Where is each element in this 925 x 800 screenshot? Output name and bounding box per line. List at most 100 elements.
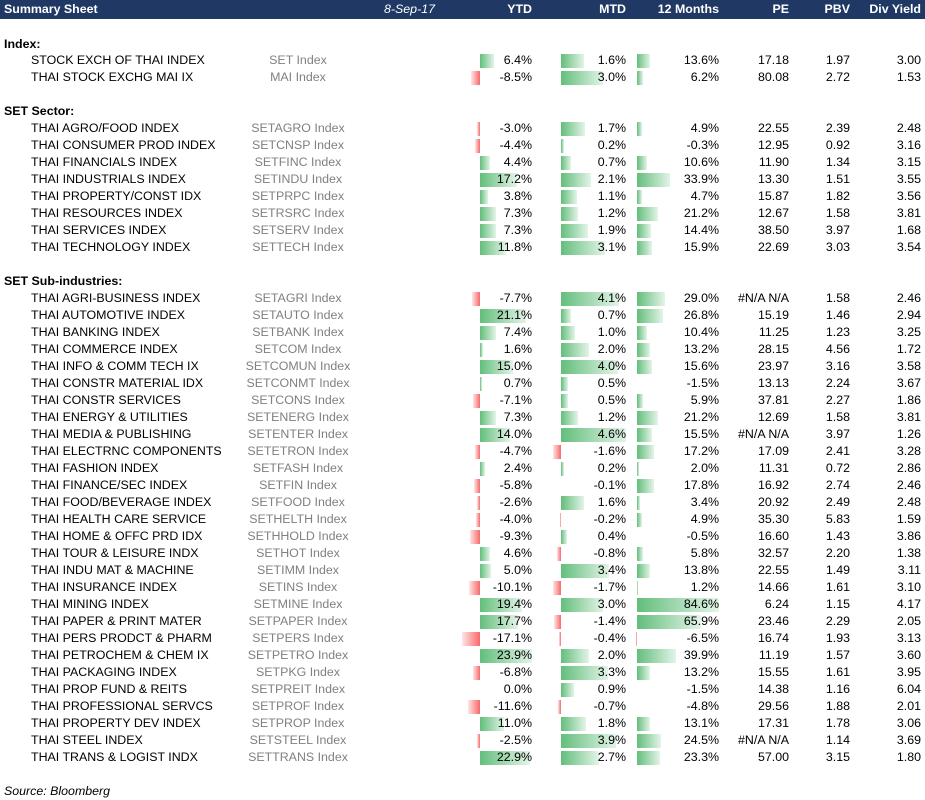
pe-value: 13.13 <box>757 376 789 390</box>
mtd-value: 0.7% <box>597 308 626 322</box>
mtd-value: -0.1% <box>593 478 626 492</box>
mtd-databar <box>561 496 584 510</box>
pbv-value: 2.29 <box>825 614 850 628</box>
ytd-value: 21.1% <box>496 308 532 322</box>
ticker: SETCOMUN Index <box>245 359 351 373</box>
mtd-databar <box>561 360 618 374</box>
pbv-value: 1.58 <box>825 291 850 305</box>
ytd-databar <box>480 615 519 629</box>
ticker: SETCONMT Index <box>246 376 350 390</box>
table-row: THAI INDU MAT & MACHINE SETIMM Index 5.0% 3… <box>0 562 925 579</box>
ticker: SETFIN Index <box>259 478 337 492</box>
ticker: SETAUTO Index <box>252 308 344 322</box>
table-row: THAI PROPERTY DEV INDEX SETPROP Index 11.0… <box>0 715 925 732</box>
pbv-value: 1.88 <box>825 699 850 713</box>
m12-databar <box>637 649 676 663</box>
12m-value: 5.8% <box>690 546 719 560</box>
12m-value: 24.5% <box>683 733 719 747</box>
divyield-value: 3.58 <box>896 359 921 373</box>
pe-value: 35.30 <box>757 512 789 526</box>
12m-value: 33.9% <box>683 172 719 186</box>
mtd-value: 1.0% <box>597 325 626 339</box>
index-name: THAI FINANCE/SEC INDEX <box>31 478 188 492</box>
mtd-value: 2.1% <box>597 172 626 186</box>
pbv-value: 1.78 <box>825 716 850 730</box>
12m-value: 39.9% <box>683 648 719 662</box>
pbv-value: 1.51 <box>825 172 850 186</box>
mtd-value: 3.0% <box>597 70 626 84</box>
m12-databar <box>637 479 655 493</box>
index-name: THAI CONSTR MATERIAL IDX <box>31 376 204 390</box>
mtd-databar <box>561 598 604 612</box>
table-row: THAI MEDIA & PUBLISHING SETENTER Index 14.… <box>0 426 925 443</box>
index-name: THAI FOOD/BEVERAGE INDEX <box>31 495 212 509</box>
divyield-value: 1.26 <box>896 427 921 441</box>
ytd-value: -7.7% <box>499 291 532 305</box>
m12-databar <box>637 309 663 323</box>
mtd-value: 3.1% <box>597 240 626 254</box>
mtd-value: 1.6% <box>597 53 626 67</box>
ytd-databar <box>480 598 523 612</box>
index-name: THAI HEALTH CARE SERVICE <box>31 512 207 526</box>
index-name: THAI ENERGY & UTILITIES <box>31 410 188 424</box>
index-name: THAI PROPERTY DEV INDEX <box>31 716 201 730</box>
m12-databar <box>637 751 660 765</box>
ytd-databar <box>472 394 480 408</box>
ytd-value: -6.8% <box>499 665 532 679</box>
divyield-value: 3.10 <box>896 580 921 594</box>
ticker: SETBANK Index <box>252 325 344 339</box>
pe-value: #N/A N/A <box>738 291 789 305</box>
index-name: THAI INDUSTRIALS INDEX <box>31 172 186 186</box>
ytd-value: 17.7% <box>496 614 532 628</box>
pbv-value: 2.41 <box>825 444 850 458</box>
ticker: SETPRPC Index <box>251 189 345 203</box>
divyield-value: 3.56 <box>896 189 921 203</box>
pe-value: 11.90 <box>758 155 789 169</box>
mtd-value: 0.7% <box>597 155 626 169</box>
header-bar: Summary Sheet 8-Sep-17 YTD MTD 12 Months… <box>0 0 925 19</box>
pbv-value: 1.43 <box>825 529 850 543</box>
m12-databar <box>637 513 642 527</box>
pe-value: 12.67 <box>757 206 789 220</box>
m12-databar <box>637 343 650 357</box>
index-name: THAI INFO & COMM TECH IX <box>31 359 199 373</box>
m12-databar <box>637 734 661 748</box>
m12-databar <box>637 54 651 68</box>
m12-databar <box>637 411 658 425</box>
ticker: MAI Index <box>270 70 326 84</box>
index-name: THAI STOCK EXCHG MAI IX <box>31 70 194 84</box>
sheet-title: Summary Sheet <box>4 2 98 16</box>
pe-value: 22.55 <box>757 563 789 577</box>
divyield-value: 2.46 <box>896 291 921 305</box>
ytd-value: 17.2% <box>496 172 532 186</box>
ticker: SETPKG Index <box>255 665 341 679</box>
mtd-value: 4.0% <box>597 359 626 373</box>
mtd-databar <box>554 615 561 629</box>
mtd-databar <box>561 292 619 306</box>
divyield-value: 1.68 <box>896 223 921 237</box>
mtd-databar <box>552 581 561 595</box>
pbv-value: 2.39 <box>825 121 850 135</box>
divyield-value: 1.72 <box>896 342 921 356</box>
12m-value: 84.6% <box>683 597 719 611</box>
12m-value: 14.4% <box>683 223 719 237</box>
ytd-value: 14.0% <box>496 427 532 441</box>
table-row: THAI PACKAGING INDEX SETPKG Index -6.8% 3.3… <box>0 664 925 681</box>
index-name: THAI RESOURCES INDEX <box>31 206 183 220</box>
12m-value: -0.3% <box>686 138 719 152</box>
index-name: THAI PROPERTY/CONST IDX <box>31 189 202 203</box>
pbv-value: 3.97 <box>825 427 850 441</box>
ytd-databar <box>473 479 480 493</box>
index-name: THAI COMMERCE INDEX <box>31 342 178 356</box>
mtd-databar <box>557 700 561 714</box>
ytd-value: -3.0% <box>499 121 532 135</box>
ytd-value: 5.0% <box>503 563 532 577</box>
ticker: SETTECH Index <box>252 240 344 254</box>
pe-value: 11.25 <box>758 325 789 339</box>
index-name: THAI AGRO/FOOD INDEX <box>31 121 180 135</box>
m12-databar <box>637 564 651 578</box>
divyield-value: 2.48 <box>896 495 921 509</box>
ytd-databar <box>477 734 480 748</box>
pe-value: 38.50 <box>757 223 789 237</box>
index-name: THAI AGRI-BUSINESS INDEX <box>31 291 201 305</box>
